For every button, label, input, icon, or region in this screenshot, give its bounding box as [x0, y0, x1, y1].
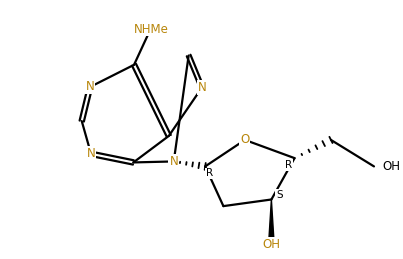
Text: N: N: [87, 147, 96, 160]
Text: N: N: [86, 81, 94, 93]
Text: N: N: [197, 81, 206, 94]
Text: S: S: [276, 190, 283, 199]
Text: N: N: [169, 155, 178, 168]
Text: O: O: [240, 133, 249, 146]
Text: R: R: [206, 168, 213, 178]
Text: OH: OH: [382, 160, 400, 173]
Text: R: R: [285, 160, 292, 170]
Text: OH: OH: [262, 238, 280, 251]
Text: NHMe: NHMe: [134, 23, 169, 35]
Polygon shape: [269, 199, 274, 239]
